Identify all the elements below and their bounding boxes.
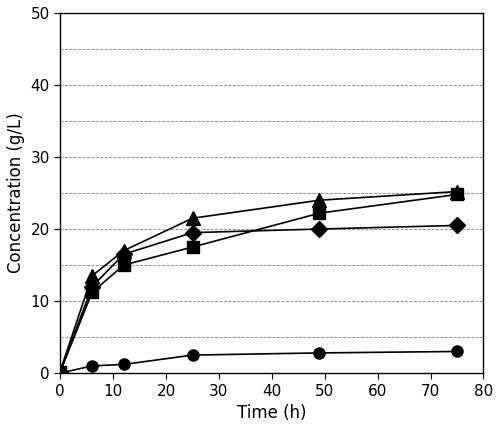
45 atm (454, 223, 460, 228)
25 atm (454, 192, 460, 197)
45 atm (190, 230, 196, 235)
Y-axis label: Concentration (g/L): Concentration (g/L) (7, 113, 25, 273)
X-axis label: Time (h): Time (h) (237, 404, 306, 422)
35 atm (454, 189, 460, 194)
Line: untreated: untreated (54, 346, 463, 379)
25 atm (121, 263, 127, 268)
25 atm (58, 369, 64, 374)
35 atm (316, 198, 322, 203)
Line: 45 atm: 45 atm (54, 220, 463, 377)
untreated (89, 363, 95, 369)
45 atm (316, 227, 322, 232)
35 atm (58, 369, 64, 374)
25 atm (190, 245, 196, 250)
45 atm (121, 252, 127, 257)
25 atm (89, 290, 95, 295)
35 atm (190, 216, 196, 221)
Line: 35 atm: 35 atm (54, 184, 464, 378)
45 atm (58, 369, 64, 374)
untreated (454, 349, 460, 354)
untreated (190, 353, 196, 358)
Line: 25 atm: 25 atm (54, 188, 463, 378)
untreated (121, 362, 127, 367)
25 atm (316, 211, 322, 216)
35 atm (89, 273, 95, 278)
untreated (58, 371, 64, 376)
35 atm (121, 248, 127, 253)
untreated (316, 350, 322, 356)
45 atm (89, 284, 95, 289)
